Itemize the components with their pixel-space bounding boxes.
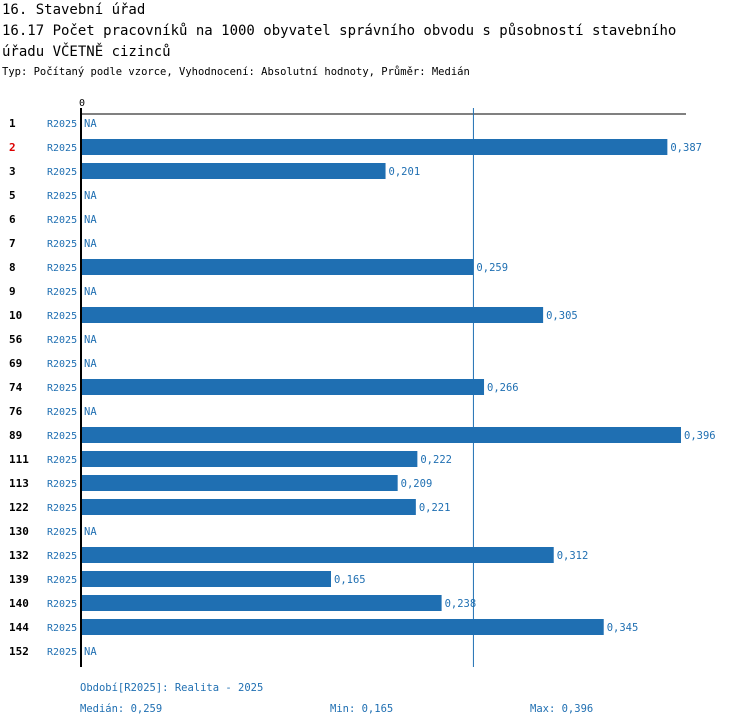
row-period-label: R2025	[47, 647, 77, 658]
row-period-label: R2025	[47, 383, 77, 394]
row-period-label: R2025	[47, 479, 77, 490]
bar-value-label: 0,209	[401, 478, 433, 490]
row-id-label: 6	[9, 213, 16, 226]
row-id-label: 7	[9, 237, 16, 250]
bar	[81, 163, 386, 179]
bar-value-label: 0,222	[420, 454, 452, 466]
bar-value-label: 0,266	[487, 382, 519, 394]
row-period-label: R2025	[47, 503, 77, 514]
row-id-label: 10	[9, 309, 22, 322]
row-na-label: NA	[84, 358, 97, 370]
bar	[81, 571, 331, 587]
row-id-label: 152	[9, 645, 29, 658]
row-id-label: 132	[9, 549, 29, 562]
row-id-label: 76	[9, 405, 23, 418]
bar-value-label: 0,387	[670, 142, 702, 154]
row-period-label: R2025	[47, 431, 77, 442]
row-id-label: 9	[9, 285, 16, 298]
row-period-label: R2025	[47, 335, 77, 346]
row-na-label: NA	[84, 286, 97, 298]
row-na-label: NA	[84, 190, 97, 202]
row-id-label: 140	[9, 597, 29, 610]
row-period-label: R2025	[47, 575, 77, 586]
bar-value-label: 0,238	[445, 598, 477, 610]
bar-value-label: 0,305	[546, 310, 578, 322]
bar	[81, 499, 416, 515]
row-na-label: NA	[84, 406, 97, 418]
row-na-label: NA	[84, 526, 97, 538]
row-na-label: NA	[84, 238, 97, 250]
row-period-label: R2025	[47, 359, 77, 370]
row-period-label: R2025	[47, 527, 77, 538]
row-id-label: 1	[9, 117, 16, 130]
row-period-label: R2025	[47, 287, 77, 298]
row-period-label: R2025	[47, 599, 77, 610]
footer-median: Medián: 0,259	[80, 703, 163, 715]
section-title: 16. Stavební úřad	[2, 2, 146, 18]
row-period-label: R2025	[47, 263, 77, 274]
row-period-label: R2025	[47, 551, 77, 562]
row-id-label: 69	[9, 357, 22, 370]
row-id-label: 122	[9, 501, 29, 514]
bar	[81, 259, 474, 275]
footer-max: Max: 0,396	[530, 703, 594, 715]
row-period-label: R2025	[47, 191, 77, 202]
row-period-label: R2025	[47, 407, 77, 418]
bar-value-label: 0,396	[684, 430, 716, 442]
bar-value-label: 0,345	[607, 622, 639, 634]
row-period-label: R2025	[47, 143, 77, 154]
row-period-label: R2025	[47, 623, 77, 634]
row-id-label: 113	[9, 477, 29, 490]
bar-value-label: 0,259	[476, 262, 508, 274]
row-id-label: 8	[9, 261, 16, 274]
row-period-label: R2025	[47, 239, 77, 250]
bar-value-label: 0,165	[334, 574, 366, 586]
row-period-label: R2025	[47, 455, 77, 466]
bar	[81, 451, 418, 467]
row-id-label: 111	[9, 453, 29, 466]
row-id-label: 89	[9, 429, 22, 442]
bar	[81, 307, 544, 323]
chart-subtitle: Typ: Počítaný podle vzorce, Vyhodnocení:…	[2, 66, 470, 78]
bar	[81, 379, 485, 395]
row-period-label: R2025	[47, 167, 77, 178]
row-id-label: 74	[9, 381, 23, 394]
row-id-label: 130	[9, 525, 29, 538]
bar	[81, 475, 398, 491]
row-id-label: 5	[9, 189, 16, 202]
bar-value-label: 0,221	[419, 502, 451, 514]
bar	[81, 427, 681, 443]
bar	[81, 595, 442, 611]
bar-value-label: 0,312	[557, 550, 589, 562]
bar	[81, 547, 554, 563]
row-id-label: 144	[9, 621, 29, 634]
row-period-label: R2025	[47, 215, 77, 226]
chart-title-line-1: 16.17 Počet pracovníků na 1000 obyvatel …	[2, 23, 677, 39]
row-na-label: NA	[84, 334, 97, 346]
axis-zero-label: 0	[79, 98, 85, 109]
bar	[81, 139, 668, 155]
row-na-label: NA	[84, 646, 97, 658]
row-id-label: 139	[9, 573, 29, 586]
row-id-label: 2	[9, 141, 16, 154]
row-na-label: NA	[84, 214, 97, 226]
row-na-label: NA	[84, 118, 97, 130]
footer-min: Min: 0,165	[330, 703, 394, 715]
row-period-label: R2025	[47, 311, 77, 322]
row-id-label: 3	[9, 165, 16, 178]
bar	[81, 619, 604, 635]
row-id-label: 56	[9, 333, 23, 346]
bar-value-label: 0,201	[389, 166, 421, 178]
row-period-label: R2025	[47, 119, 77, 130]
chart-title-line-2: úřadu VČETNĚ cizinců	[2, 44, 171, 60]
footer-period: Období[R2025]: Realita - 2025	[80, 682, 264, 694]
